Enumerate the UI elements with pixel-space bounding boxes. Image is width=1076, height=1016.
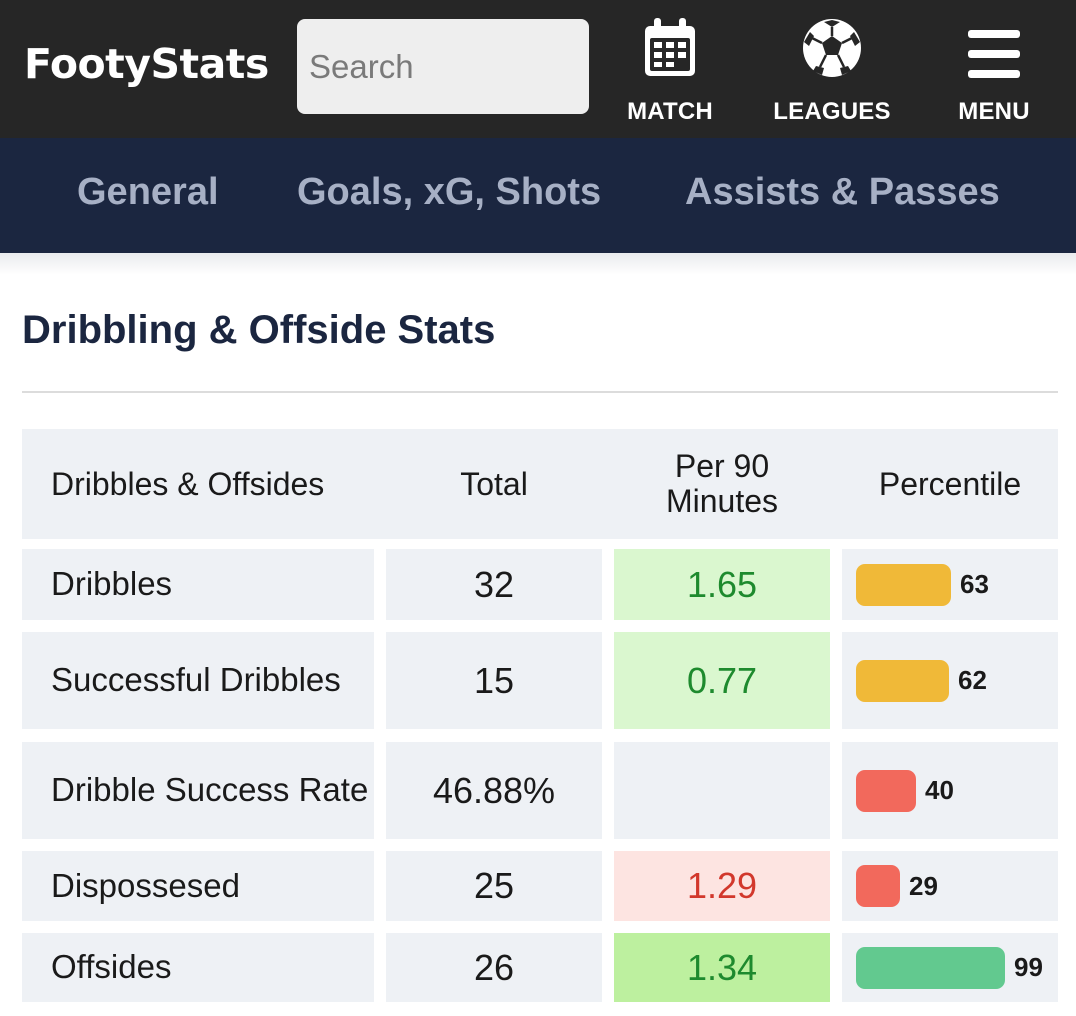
row-per90-cell: 1.65 [614, 549, 830, 620]
percentile-value: 40 [925, 775, 954, 805]
row-name-cell: Successful Dribbles [22, 632, 374, 729]
percentile-value: 63 [960, 569, 989, 599]
percentile-bar [856, 769, 916, 812]
row-per90-cell: 1.29 [614, 851, 830, 921]
match-button[interactable]: MATCH [615, 14, 725, 126]
row-total-cell: 32 [386, 549, 602, 620]
row-per90-cell [614, 742, 830, 839]
row-name-cell: Offsides [22, 933, 374, 1002]
row-per90-cell: 1.34 [614, 933, 830, 1002]
top-header: FootyStats MATCH [0, 0, 1076, 138]
row-name-cell: Dribble Success Rate [22, 742, 374, 839]
hamburger-icon [968, 30, 1020, 78]
section-title: Dribbling & Offside Stats [22, 308, 496, 352]
percentile-value: 99 [1014, 952, 1043, 982]
row-percentile-cell: 63 [842, 549, 1058, 620]
leagues-label: LEAGUES [773, 98, 891, 125]
column-header-total: Total [460, 465, 528, 502]
row-percentile-cell: 99 [842, 933, 1058, 1002]
soccer-ball-icon [803, 19, 861, 77]
percentile-value: 29 [909, 870, 938, 901]
row-name-cell: Dispossesed [22, 851, 374, 921]
menu-button[interactable]: MENU [940, 14, 1048, 126]
menu-label: MENU [958, 98, 1030, 125]
row-percentile-cell: 29 [842, 851, 1058, 921]
row-total-cell: 15 [386, 632, 602, 729]
match-label: MATCH [627, 98, 713, 125]
row-per90-cell: 0.77 [614, 632, 830, 729]
row-total-cell: 25 [386, 851, 602, 921]
calendar-icon [645, 18, 695, 76]
subnav-shadow [0, 253, 1076, 275]
row-name-cell: Dribbles [22, 549, 374, 620]
leagues-button[interactable]: LEAGUES [760, 14, 904, 126]
row-total-cell: 46.88% [386, 742, 602, 839]
percentile-bar [856, 946, 1005, 989]
table-header: Dribbles & Offsides Total Per 90 Minutes… [22, 429, 1058, 539]
tab-general[interactable]: General [77, 171, 219, 213]
column-header-category: Dribbles & Offsides [51, 465, 325, 502]
logo[interactable]: FootyStats [24, 40, 269, 88]
row-percentile-cell: 62 [842, 632, 1058, 729]
row-total-cell: 26 [386, 933, 602, 1002]
row-percentile-cell: 40 [842, 742, 1058, 839]
percentile-bar [856, 659, 949, 702]
tab-goals-xg-shots[interactable]: Goals, xG, Shots [297, 171, 602, 213]
tab-assists-passes[interactable]: Assists & Passes [685, 171, 1000, 213]
search-input[interactable] [297, 19, 589, 114]
percentile-bar [856, 563, 951, 606]
stats-tab-bar: General Goals, xG, Shots Assists & Passe… [0, 138, 1076, 253]
percentile-bar [856, 865, 900, 907]
column-header-per90: Per 90 Minutes [665, 448, 779, 519]
percentile-value: 62 [958, 665, 987, 695]
column-header-percentile: Percentile [878, 465, 1022, 502]
divider [22, 391, 1058, 393]
